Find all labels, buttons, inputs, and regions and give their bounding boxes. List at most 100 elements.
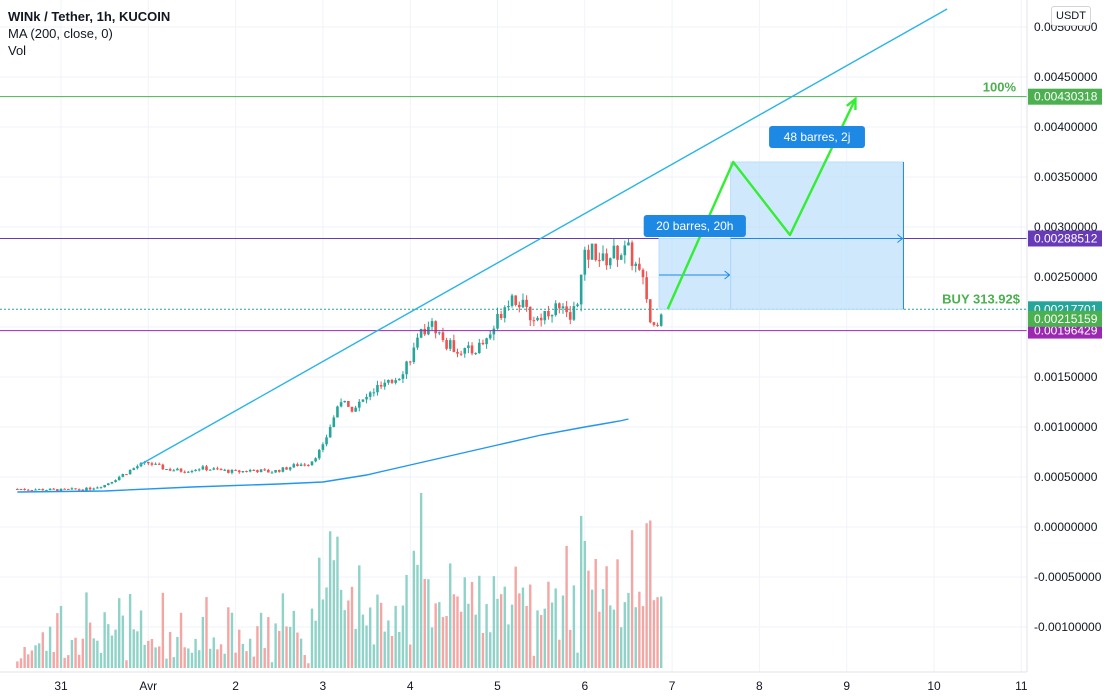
volume-bar (656, 597, 659, 668)
candle-body (594, 243, 598, 261)
candle-body (587, 249, 590, 260)
volume-bar (59, 605, 63, 668)
candle-body (412, 347, 416, 362)
candle-body (81, 489, 85, 491)
volume-bar (296, 632, 299, 668)
candle-body (583, 249, 587, 275)
volume-bar (245, 651, 248, 668)
volume-bar (187, 648, 190, 668)
candle-body (616, 245, 619, 260)
volume-bar (638, 591, 641, 668)
date-range-box-2 (730, 161, 904, 310)
candle-body (605, 253, 608, 266)
volume-bar (427, 579, 430, 668)
volume-bar (576, 652, 579, 668)
candle-body (317, 449, 321, 459)
candle-body (590, 243, 594, 260)
volume-bar (52, 652, 55, 668)
candle-body (59, 488, 63, 492)
volume-bar (34, 645, 37, 668)
volume-bar (194, 638, 197, 668)
volume-bar (587, 570, 590, 668)
candle-body (365, 396, 368, 400)
volume-bar (158, 646, 161, 668)
time-tick-label: 4 (407, 679, 414, 693)
time-tick-label: 11 (1015, 679, 1028, 693)
volume-bar (467, 603, 470, 668)
price-tick-label: 0.00350000 (1034, 170, 1098, 184)
volume-bar (605, 566, 608, 668)
candle-body (52, 488, 56, 490)
candle-body (419, 328, 423, 338)
candle-body (96, 487, 99, 489)
range2-label-bg (769, 126, 865, 148)
volume-bar (416, 564, 419, 668)
volume-bar (514, 566, 517, 668)
volume-bar (634, 607, 637, 668)
volume-indicator-label[interactable]: Vol (8, 43, 27, 58)
candle-body (208, 469, 212, 471)
volume-bar (539, 615, 543, 668)
range1-label-bg (643, 215, 746, 237)
volume-bar (107, 624, 110, 668)
candle-body (641, 269, 645, 278)
volume-bar (74, 637, 77, 668)
volume-bar (463, 577, 466, 668)
volume-bar (478, 575, 481, 668)
candle-body (37, 489, 41, 491)
candle-body (659, 314, 663, 326)
range-arrowhead (724, 270, 731, 280)
volume-bar (16, 661, 19, 668)
volume-bar (292, 610, 295, 668)
volume-bar (241, 643, 245, 668)
candle-body (598, 260, 601, 262)
volume-bar (143, 644, 146, 668)
candle-body (154, 463, 157, 465)
volume-bar (150, 638, 154, 668)
candle-body (423, 328, 427, 335)
volume-bar (88, 622, 92, 668)
candle-body (259, 469, 263, 473)
volume-bar (263, 648, 266, 668)
volume-bar (459, 611, 463, 668)
currency-button[interactable]: USDT (1051, 6, 1091, 26)
candle-body (219, 469, 223, 471)
candle-body (441, 332, 445, 341)
price-tag-0.00215159: 0.00215159 (1034, 312, 1098, 326)
ma-indicator-label[interactable]: MA (200, close, 0) (8, 26, 113, 41)
candle-body (568, 312, 572, 320)
symbol-title[interactable]: WINk / Tether, 1h, KUCOIN (8, 9, 171, 24)
candle-body (492, 328, 496, 335)
candle-body (176, 468, 179, 471)
candle-body (550, 315, 554, 317)
volume-bar (99, 652, 103, 668)
volume-bar (45, 650, 48, 668)
projection-arrowhead (846, 96, 857, 111)
volume-bar (365, 625, 368, 668)
volume-bar (63, 657, 66, 668)
volume-bar (499, 594, 503, 668)
volume-bar (30, 650, 34, 668)
candle-body (241, 471, 245, 473)
price-tick-label: -0.00050000 (1034, 570, 1102, 584)
candle-body (543, 311, 547, 321)
price-tag-0.00430318: 0.00430318 (1034, 90, 1098, 104)
volume-bar (168, 631, 172, 668)
volume-bar (532, 655, 536, 668)
candle-body (645, 277, 648, 300)
volume-bar (285, 626, 288, 668)
candle-body (63, 488, 66, 490)
volume-bar (219, 644, 223, 668)
candle-body (379, 385, 383, 387)
candle-body (394, 380, 397, 383)
volume-bar (452, 594, 456, 668)
volume-bar (441, 617, 445, 668)
candle-body (23, 489, 26, 491)
candle-body (372, 392, 376, 394)
candle-body (387, 379, 390, 383)
candle-body (103, 485, 106, 488)
volume-bar (379, 602, 383, 668)
volume-bar (354, 628, 357, 668)
volume-bar (423, 578, 426, 668)
